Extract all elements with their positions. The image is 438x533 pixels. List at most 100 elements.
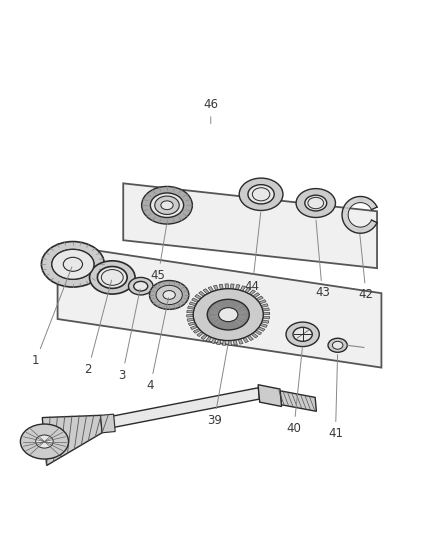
Polygon shape	[225, 284, 228, 289]
Polygon shape	[343, 206, 349, 209]
Polygon shape	[208, 287, 213, 292]
Polygon shape	[346, 223, 351, 228]
Polygon shape	[362, 227, 364, 233]
Polygon shape	[358, 197, 359, 203]
Polygon shape	[351, 198, 354, 204]
Polygon shape	[360, 227, 361, 233]
Polygon shape	[201, 334, 207, 340]
Polygon shape	[42, 415, 102, 465]
Polygon shape	[342, 208, 348, 211]
Polygon shape	[363, 197, 365, 203]
Text: 45: 45	[151, 225, 166, 282]
Polygon shape	[359, 227, 360, 233]
Polygon shape	[357, 197, 358, 203]
Polygon shape	[359, 197, 360, 203]
Polygon shape	[343, 207, 349, 211]
Polygon shape	[369, 204, 375, 208]
Polygon shape	[187, 306, 194, 309]
Polygon shape	[261, 320, 268, 324]
Polygon shape	[187, 318, 194, 321]
Polygon shape	[240, 286, 245, 291]
Ellipse shape	[63, 257, 82, 271]
Polygon shape	[198, 292, 205, 296]
Polygon shape	[341, 212, 347, 214]
Polygon shape	[370, 206, 376, 209]
Polygon shape	[368, 223, 374, 228]
Polygon shape	[235, 285, 240, 290]
Polygon shape	[361, 227, 363, 233]
Polygon shape	[262, 312, 269, 314]
Ellipse shape	[20, 424, 68, 459]
Text: 42: 42	[358, 235, 373, 302]
Polygon shape	[354, 197, 357, 203]
Polygon shape	[216, 340, 221, 345]
Ellipse shape	[101, 270, 123, 285]
Ellipse shape	[141, 187, 192, 224]
Polygon shape	[188, 322, 195, 326]
Polygon shape	[346, 223, 352, 229]
Text: 3: 3	[118, 289, 140, 382]
Polygon shape	[367, 223, 373, 229]
Polygon shape	[342, 211, 348, 213]
Polygon shape	[344, 205, 350, 209]
Ellipse shape	[207, 300, 249, 330]
Ellipse shape	[97, 266, 127, 288]
Ellipse shape	[286, 322, 318, 346]
Ellipse shape	[41, 241, 104, 287]
Polygon shape	[344, 204, 350, 208]
Ellipse shape	[63, 257, 82, 271]
Polygon shape	[203, 289, 209, 294]
Polygon shape	[342, 209, 348, 212]
Polygon shape	[345, 203, 350, 207]
Polygon shape	[353, 227, 356, 232]
Polygon shape	[367, 224, 372, 229]
Text: 46: 46	[203, 98, 218, 124]
Polygon shape	[341, 216, 347, 218]
Polygon shape	[248, 290, 255, 295]
Polygon shape	[254, 330, 261, 335]
Polygon shape	[352, 198, 355, 204]
Polygon shape	[341, 215, 347, 217]
Ellipse shape	[150, 193, 183, 217]
Polygon shape	[346, 201, 352, 206]
Polygon shape	[365, 198, 369, 204]
Polygon shape	[364, 226, 367, 232]
Polygon shape	[349, 199, 353, 205]
Ellipse shape	[128, 278, 152, 295]
Polygon shape	[57, 245, 381, 368]
Ellipse shape	[307, 197, 323, 209]
Polygon shape	[364, 197, 367, 204]
Polygon shape	[363, 227, 365, 233]
Polygon shape	[219, 284, 223, 289]
Polygon shape	[260, 304, 268, 308]
Polygon shape	[101, 387, 259, 430]
Polygon shape	[222, 340, 226, 345]
Polygon shape	[211, 338, 216, 344]
Text: 43: 43	[314, 220, 329, 299]
Polygon shape	[343, 220, 349, 223]
Polygon shape	[342, 217, 348, 219]
Ellipse shape	[89, 261, 135, 294]
Ellipse shape	[154, 196, 179, 214]
Ellipse shape	[149, 280, 188, 309]
Polygon shape	[189, 302, 196, 306]
Polygon shape	[344, 222, 350, 226]
Polygon shape	[194, 294, 201, 299]
Polygon shape	[364, 226, 367, 232]
Ellipse shape	[239, 178, 283, 211]
Ellipse shape	[162, 290, 175, 300]
Text: 2: 2	[84, 280, 111, 376]
Ellipse shape	[56, 253, 89, 276]
Polygon shape	[367, 200, 372, 206]
Polygon shape	[342, 219, 348, 222]
Polygon shape	[350, 225, 353, 231]
Ellipse shape	[134, 281, 148, 291]
Polygon shape	[355, 197, 357, 203]
Polygon shape	[344, 221, 350, 225]
Polygon shape	[357, 227, 358, 233]
Polygon shape	[349, 224, 353, 230]
Polygon shape	[361, 197, 363, 203]
Ellipse shape	[35, 435, 53, 448]
Polygon shape	[358, 227, 359, 233]
Ellipse shape	[157, 287, 180, 303]
